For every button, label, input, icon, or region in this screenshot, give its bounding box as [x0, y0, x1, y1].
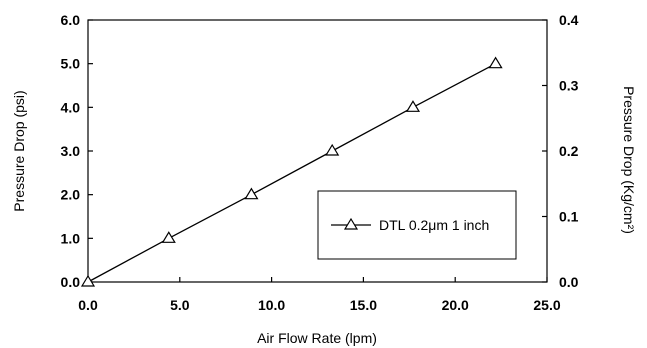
legend: DTL 0.2μm 1 inch [317, 190, 517, 260]
y2-tick-label: 0.4 [559, 12, 579, 28]
y2-tick-label: 0.1 [559, 209, 579, 225]
y-tick-label: 2.0 [61, 187, 81, 203]
y2-tick-label: 0.3 [559, 78, 579, 94]
y-tick-label: 1.0 [61, 230, 81, 246]
data-point-triangle [161, 231, 176, 243]
series-line [87, 63, 496, 283]
data-point-triangle [244, 187, 259, 200]
y-tick-label: 3.0 [61, 143, 81, 159]
legend-label: DTL 0.2μm 1 inch [379, 217, 489, 233]
x-tick-label: 10.0 [258, 297, 285, 313]
data-point-triangle [325, 143, 340, 156]
y-tick-label: 5.0 [61, 56, 81, 72]
x-tick-label: 5.0 [170, 297, 190, 313]
y2-tick-label: 0.0 [559, 274, 579, 290]
y-axis-label-right: Pressure Drop (Kg/cm²) [621, 86, 637, 234]
x-axis-label: Air Flow Rate (lpm) [257, 330, 377, 346]
y2-tick-label: 0.2 [559, 143, 579, 159]
data-point-triangle [405, 100, 421, 112]
y-axis-label-left: Pressure Drop (psi) [11, 90, 27, 211]
y-tick-label: 4.0 [61, 99, 81, 115]
x-tick-label: 0.0 [78, 297, 98, 313]
y-axis-right: 0.0 0.1 0.2 0.3 0.4 [542, 12, 579, 290]
data-point-triangle [488, 56, 503, 69]
x-tick-label: 25.0 [533, 297, 560, 313]
legend-triangle-marker [343, 217, 359, 230]
y-axis-left: 0.0 1.0 2.0 3.0 4.0 5.0 6.0 [61, 12, 93, 290]
x-tick-label: 15.0 [350, 297, 377, 313]
y-tick-label: 0.0 [61, 274, 81, 290]
y-tick-label: 6.0 [61, 12, 81, 28]
series-layer [80, 56, 503, 287]
x-axis: 0.0 5.0 10.0 15.0 20.0 25.0 [78, 277, 561, 313]
data-point-triangle [80, 274, 96, 287]
x-tick-label: 20.0 [442, 297, 469, 313]
